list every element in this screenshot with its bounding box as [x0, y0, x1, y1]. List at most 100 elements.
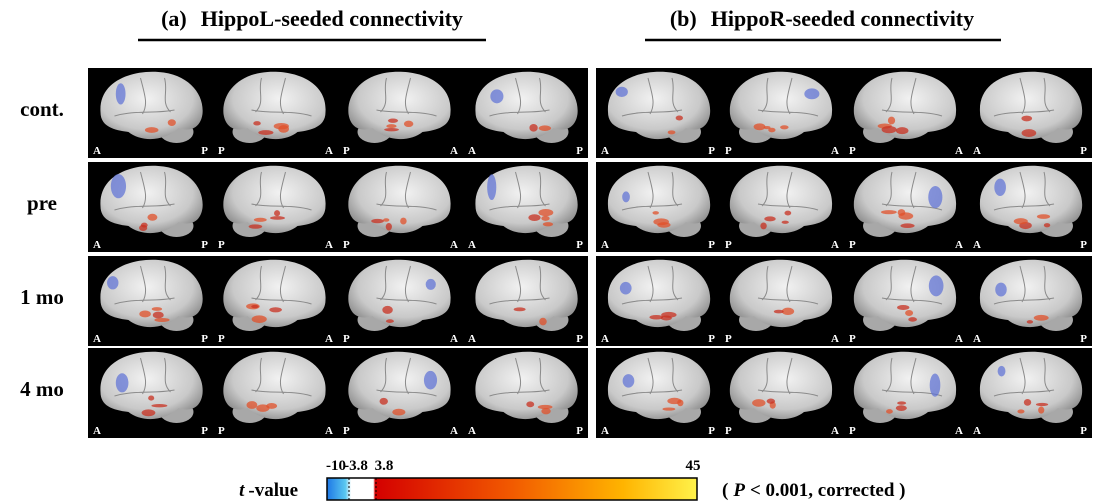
activation-negative	[490, 89, 503, 103]
activation-positive	[538, 209, 553, 216]
activation-negative	[620, 282, 632, 295]
activation-positive	[139, 311, 151, 318]
orientation-label: P	[708, 239, 715, 251]
orientation-label: A	[955, 425, 963, 437]
orientation-label: P	[218, 333, 225, 345]
activation-positive	[896, 405, 907, 411]
activation-positive	[1036, 403, 1048, 406]
orientation-label: A	[450, 333, 458, 345]
orientation-label: A	[93, 333, 101, 345]
orientation-label: A	[450, 239, 458, 251]
activation-positive	[392, 409, 405, 416]
brain	[980, 72, 1082, 139]
brain	[730, 352, 832, 419]
orientation-label: A	[955, 145, 963, 157]
activation-positive	[274, 210, 280, 216]
orientation-label: P	[1080, 145, 1087, 157]
orientation-label: P	[218, 145, 225, 157]
activation-positive	[153, 312, 164, 319]
activation-positive	[384, 128, 399, 131]
activation-positive	[528, 214, 540, 221]
activation-positive	[896, 127, 909, 134]
orientation-label: P	[343, 239, 350, 251]
activation-positive	[514, 307, 526, 311]
activation-negative	[623, 374, 635, 387]
orientation-label: P	[1080, 239, 1087, 251]
activation-positive	[253, 121, 261, 125]
orientation-label: A	[831, 239, 839, 251]
activation-positive	[1027, 320, 1033, 324]
activation-positive	[380, 398, 388, 405]
orientation-label: P	[343, 425, 350, 437]
activation-negative	[487, 174, 496, 200]
activation-negative	[116, 83, 126, 104]
activation-positive	[404, 121, 413, 127]
activation-positive	[543, 222, 553, 226]
orientation-label: P	[218, 239, 225, 251]
activation-positive	[780, 125, 789, 129]
orientation-label: P	[576, 333, 583, 345]
orientation-label: A	[831, 425, 839, 437]
orientation-label: P	[201, 333, 208, 345]
activation-positive	[252, 315, 267, 323]
activation-positive	[1021, 116, 1032, 122]
activation-positive	[386, 319, 394, 323]
activation-negative	[116, 373, 129, 392]
orientation-label: P	[218, 425, 225, 437]
activation-positive	[1044, 223, 1050, 227]
activation-positive	[774, 310, 784, 314]
activation-positive	[529, 124, 537, 132]
activation-positive	[246, 401, 257, 409]
brain	[980, 166, 1082, 233]
activation-positive	[1017, 409, 1024, 413]
activation-positive	[900, 223, 914, 228]
orientation-label: P	[708, 333, 715, 345]
activation-positive	[1024, 399, 1031, 406]
orientation-label: P	[725, 333, 732, 345]
activation-positive	[249, 224, 263, 228]
orientation-label: A	[93, 239, 101, 251]
orientation-label: A	[468, 425, 476, 437]
activation-positive	[371, 219, 384, 223]
brain	[980, 352, 1082, 419]
activation-positive	[151, 404, 167, 407]
activation-positive	[386, 223, 392, 231]
activation-positive	[897, 401, 906, 404]
orientation-label: A	[831, 333, 839, 345]
activation-positive	[145, 127, 159, 133]
activation-positive	[148, 396, 154, 401]
orientation-label: P	[1080, 425, 1087, 437]
activation-positive	[752, 399, 765, 407]
brain	[980, 260, 1082, 327]
activation-positive	[147, 214, 157, 221]
orientation-label: A	[325, 239, 333, 251]
activation-positive	[882, 126, 897, 133]
brain	[475, 352, 577, 419]
orientation-label: A	[955, 239, 963, 251]
activation-positive	[898, 212, 913, 219]
activation-positive	[1022, 129, 1037, 137]
activation-positive	[1038, 407, 1044, 414]
colorbar-tick: 3.8	[375, 458, 394, 474]
orientation-label: P	[708, 425, 715, 437]
activation-negative	[616, 87, 628, 97]
orientation-label: A	[973, 425, 981, 437]
panel-title: (a)HippoL-seeded connectivity	[161, 6, 463, 31]
orientation-label: A	[468, 333, 476, 345]
orientation-label: P	[201, 145, 208, 157]
orientation-label: A	[973, 145, 981, 157]
orientation-label: A	[955, 333, 963, 345]
brain	[100, 352, 202, 419]
orientation-label: A	[973, 239, 981, 251]
activation-positive	[400, 218, 407, 225]
orientation-label: A	[601, 239, 609, 251]
activation-positive	[652, 211, 658, 214]
orientation-label: P	[576, 145, 583, 157]
brain	[730, 260, 832, 327]
activation-positive	[908, 317, 917, 322]
activation-positive	[784, 211, 791, 216]
row-label: 4 mo	[20, 377, 64, 401]
activation-positive	[526, 401, 534, 407]
orientation-label: A	[601, 333, 609, 345]
activation-positive	[1034, 315, 1049, 321]
